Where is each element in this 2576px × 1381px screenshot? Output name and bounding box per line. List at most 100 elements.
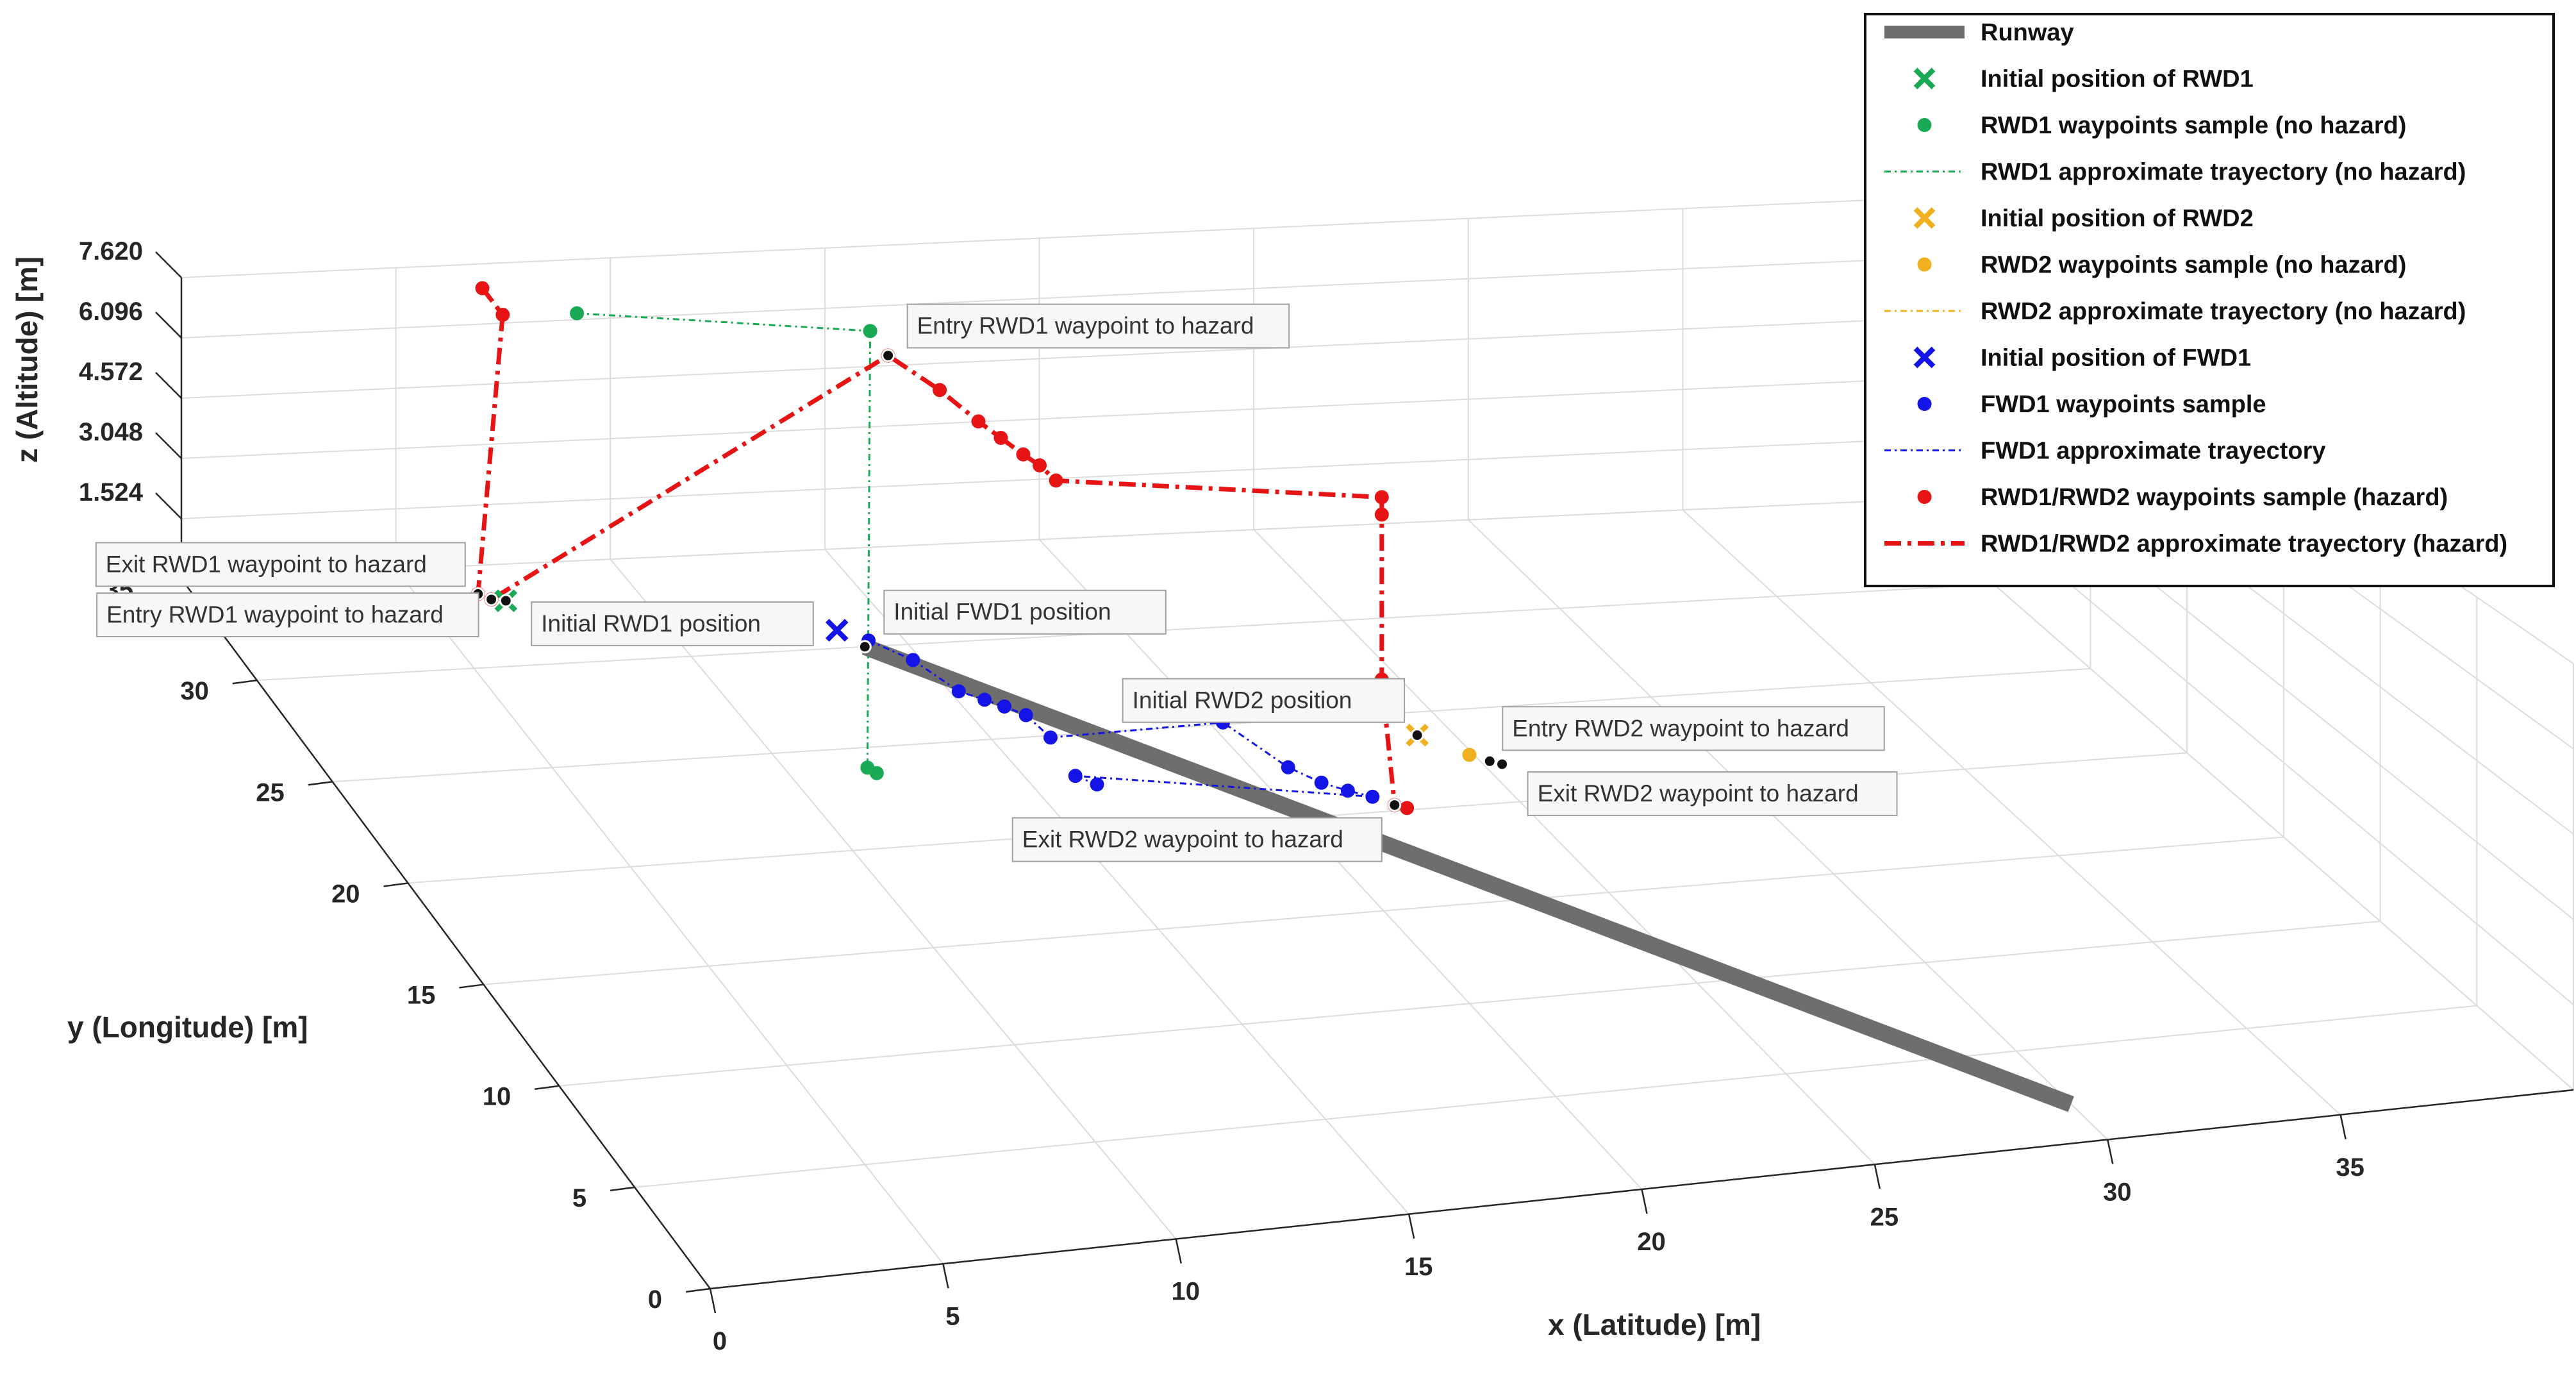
legend-swatch-x <box>1913 207 1936 229</box>
y-axis-label: y (Longitude) [m] <box>67 1010 308 1044</box>
z-tick-label: 1.524 <box>79 478 144 506</box>
datatip-box <box>1502 706 1885 751</box>
z-tick-mark <box>155 372 182 399</box>
series-point-2 <box>977 692 992 707</box>
series-point-3 <box>1400 801 1415 816</box>
y-tick-mark <box>308 781 333 786</box>
z-tick-label: 4.572 <box>79 358 143 386</box>
series-point-2 <box>951 684 966 699</box>
x-tick-label: 20 <box>1637 1228 1666 1256</box>
legend-label: Initial position of RWD2 <box>1981 205 2254 232</box>
series-point-3 <box>1016 447 1031 462</box>
y-axis-line <box>180 578 711 1289</box>
x-tick-label: 10 <box>1172 1278 1201 1306</box>
series-point-0 <box>869 766 884 780</box>
x-tick-mark <box>709 1288 717 1314</box>
datatip-label: Entry RWD2 waypoint to hazard <box>1512 715 1849 741</box>
y-tick-label: 30 <box>180 677 209 705</box>
x-axis-label: x (Latitude) [m] <box>1548 1308 1761 1341</box>
datatip-dot <box>499 594 513 608</box>
x-tick-label: 35 <box>2336 1153 2364 1182</box>
series-point-3 <box>495 307 510 322</box>
datatip-dot <box>881 349 895 363</box>
z-tick-label: 3.048 <box>79 418 143 446</box>
series-point-2 <box>906 653 920 667</box>
y-tick-label: 15 <box>407 982 436 1010</box>
legend-label: RWD2 approximate trayectory (no hazard) <box>1981 298 2466 325</box>
series-point-2 <box>997 699 1012 714</box>
series-point-0 <box>570 306 585 321</box>
x-tick-label: 15 <box>1404 1253 1433 1281</box>
x-tick-label: 0 <box>713 1327 727 1355</box>
series-point-3 <box>1049 473 1063 488</box>
y-tick-mark <box>232 679 258 685</box>
z-tick-mark <box>155 432 182 459</box>
legend-swatch-dot <box>1917 257 1932 272</box>
legend-label: RWD1/RWD2 waypoints sample (hazard) <box>1981 484 2448 511</box>
datatip-label: Initial RWD1 position <box>541 610 761 637</box>
datatip-box <box>531 601 814 647</box>
grid-line-y <box>559 530 2381 1087</box>
series-point-3 <box>933 383 947 398</box>
grid-line-y <box>710 664 2574 1289</box>
legend-swatch-dot <box>1917 118 1932 132</box>
datatip-box <box>883 589 1167 635</box>
datatip-label: Entry RWD1 waypoint to hazard <box>106 601 444 628</box>
z-tick-mark <box>155 312 182 339</box>
legend-box <box>1864 13 2555 587</box>
legend-label: RWD1 waypoints sample (no hazard) <box>1981 112 2406 139</box>
y-tick-label: 0 <box>648 1285 662 1314</box>
grid-line-y <box>635 597 2478 1188</box>
series-point-2 <box>1340 783 1355 798</box>
datatip-box <box>96 592 479 637</box>
y-tick-label: 20 <box>331 880 360 908</box>
datatip-label: Exit RWD1 waypoint to hazard <box>106 551 427 577</box>
initial-position-marker <box>825 619 849 642</box>
z-tick-mark <box>155 251 182 278</box>
datatip-dot <box>1495 757 1509 771</box>
z-tick-label: 7.620 <box>79 237 143 265</box>
data-series <box>470 281 2074 1112</box>
legend-label: Initial position of FWD1 <box>1981 345 2251 372</box>
series-point-0 <box>863 324 877 339</box>
runway-line <box>861 639 2074 1112</box>
legend-label: Runway <box>1981 19 2074 46</box>
legend: Runway Initial position of RWD1 RWD1 waypo… <box>1864 13 2555 587</box>
series-point-2 <box>1090 777 1104 792</box>
datatip-dot <box>1483 754 1497 768</box>
series-trajectory-0 <box>577 312 877 774</box>
series-point-3 <box>1374 490 1389 505</box>
datatip-dot <box>858 640 872 654</box>
axis-labels: x (Latitude) [m] y (Longitude) [m] z (Al… <box>10 256 1761 1341</box>
x-tick-label: 5 <box>945 1302 960 1330</box>
legend-label: FWD1 approximate trayectory <box>1981 438 2326 465</box>
y-tick-mark <box>685 1287 711 1293</box>
legend-label: RWD2 waypoints sample (no hazard) <box>1981 252 2406 279</box>
series-point-2 <box>1068 769 1083 783</box>
z-tick-mark <box>155 492 182 519</box>
x-tick-label: 30 <box>2103 1178 2132 1207</box>
datatip-box <box>1122 678 1406 723</box>
legend-label: RWD1/RWD2 approximate trayectory (hazard… <box>1981 531 2507 558</box>
series-point-3 <box>971 414 986 429</box>
x-tick-mark <box>2107 1139 2114 1164</box>
grid-line-x <box>610 258 1177 1240</box>
x-tick-mark <box>2339 1114 2347 1140</box>
datatip-box <box>1527 771 1898 816</box>
datatip-label: Initial RWD2 position <box>1133 687 1352 714</box>
legend-label: FWD1 waypoints sample <box>1981 391 2266 418</box>
series-point-2 <box>1365 789 1380 804</box>
series-point-3 <box>1033 458 1047 473</box>
legend-swatch-x <box>1913 346 1936 369</box>
series-point-1 <box>1462 748 1477 762</box>
legend-label: Initial position of RWD1 <box>1981 66 2254 93</box>
datatip-label: Exit RWD2 waypoint to hazard <box>1022 826 1343 853</box>
legend-label: RWD1 approximate trayectory (no hazard) <box>1981 159 2466 186</box>
legend-swatch-dot <box>1917 490 1932 504</box>
datatip-label: Entry RWD1 waypoint to hazard <box>917 313 1254 339</box>
x-tick-mark <box>1874 1164 1881 1189</box>
datatip-box <box>906 303 1290 349</box>
series-point-2 <box>1314 775 1329 790</box>
datatip-dot <box>1388 798 1402 812</box>
